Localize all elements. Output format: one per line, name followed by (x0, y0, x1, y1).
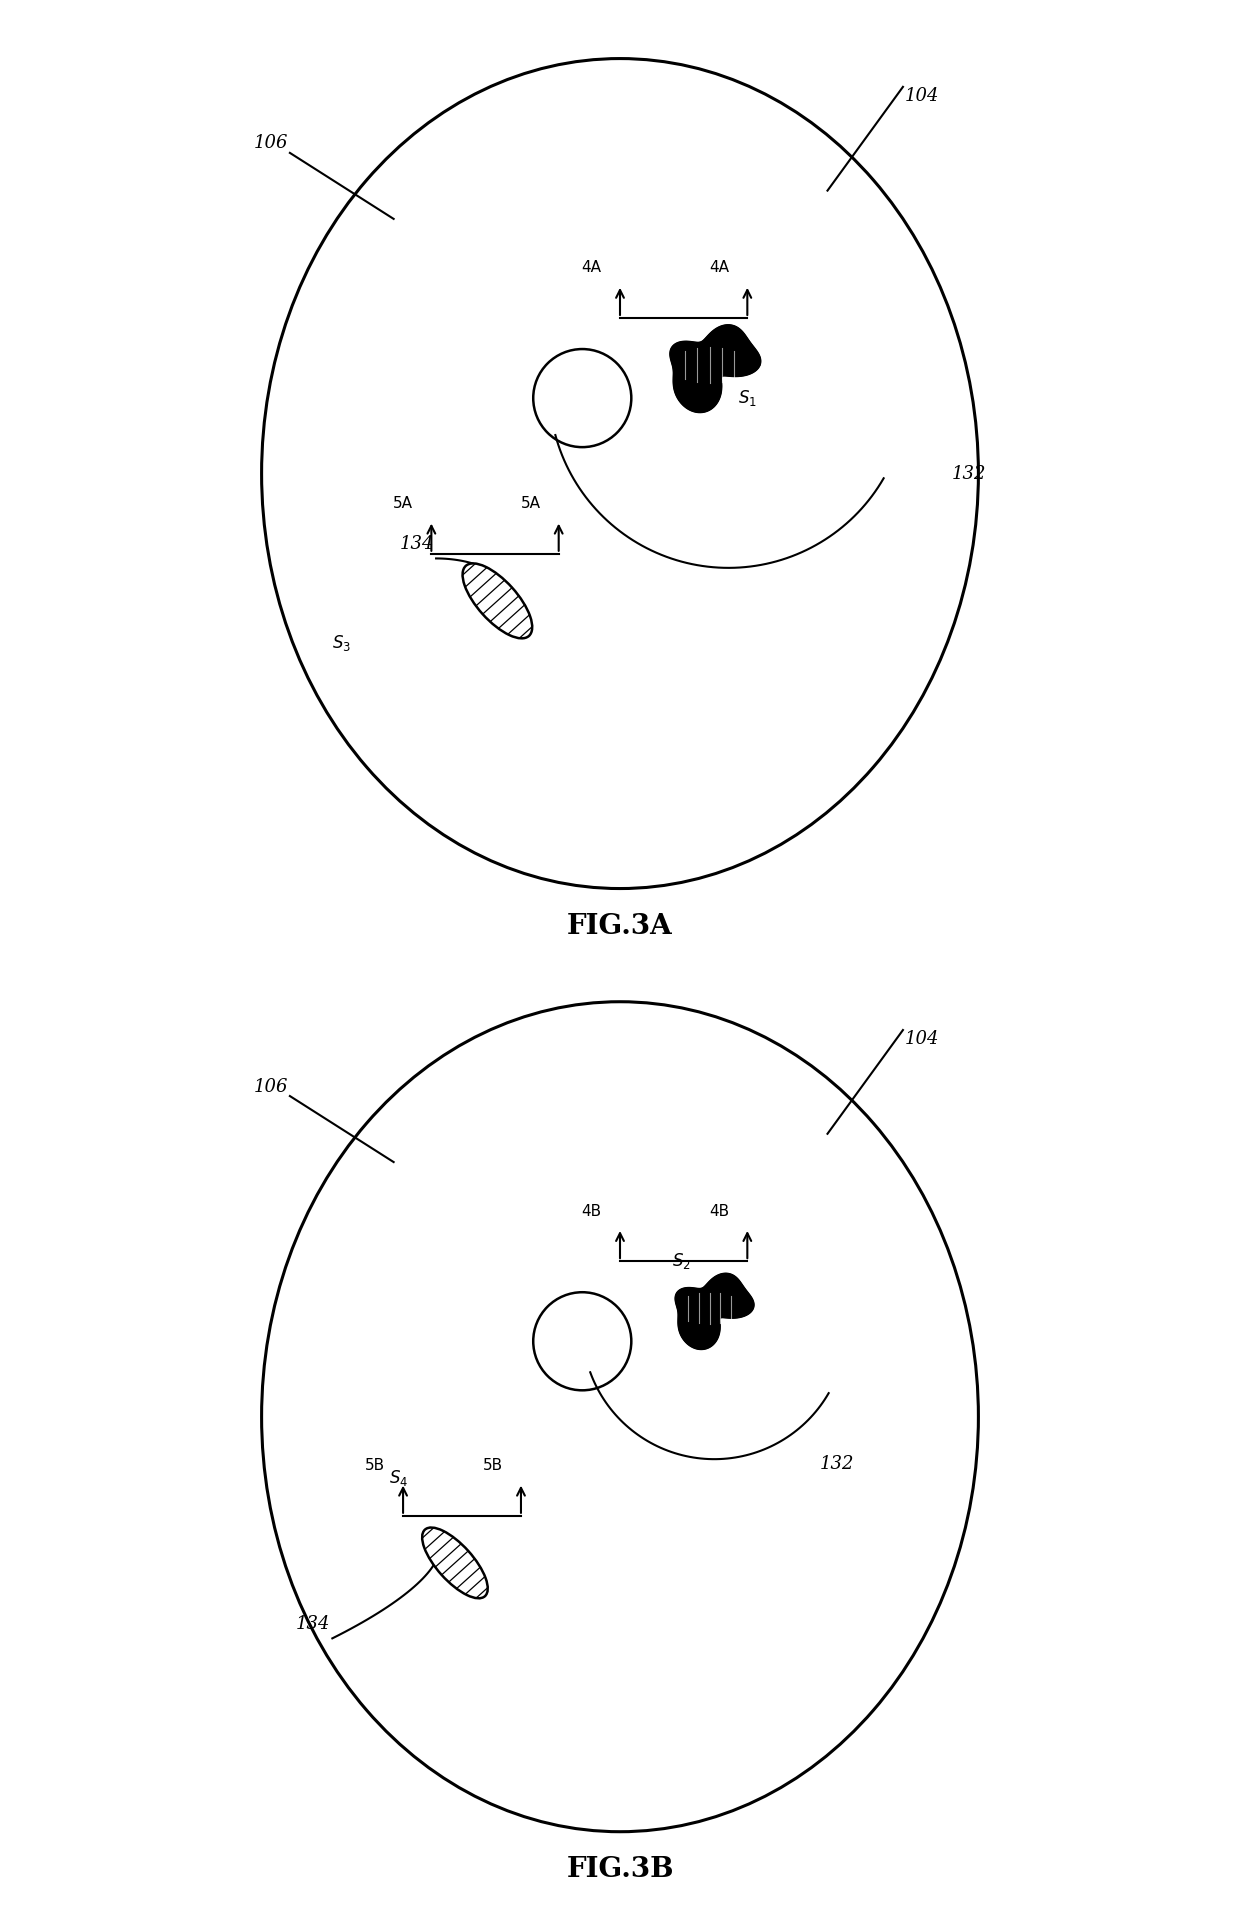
Text: 4A: 4A (709, 260, 729, 276)
Text: $S_4$: $S_4$ (389, 1467, 408, 1488)
Text: 134: 134 (296, 1616, 331, 1633)
Text: 5A: 5A (521, 495, 541, 511)
Text: $S_1$: $S_1$ (738, 388, 756, 409)
Text: 104: 104 (904, 1030, 939, 1049)
Text: 132: 132 (820, 1456, 854, 1473)
Ellipse shape (463, 563, 532, 638)
Text: 132: 132 (952, 465, 986, 482)
Polygon shape (670, 324, 761, 413)
Text: 106: 106 (254, 135, 288, 152)
Text: 5B: 5B (365, 1458, 384, 1473)
Text: 4B: 4B (582, 1203, 601, 1218)
Text: 106: 106 (254, 1078, 288, 1095)
Text: $S_2$: $S_2$ (672, 1251, 691, 1271)
Text: 4B: 4B (709, 1203, 729, 1218)
Text: 4A: 4A (582, 260, 601, 276)
Text: FIG.3B: FIG.3B (567, 1857, 673, 1884)
Text: 104: 104 (904, 87, 939, 106)
Text: 5B: 5B (482, 1458, 502, 1473)
Ellipse shape (422, 1527, 487, 1598)
Text: $S_3$: $S_3$ (332, 632, 351, 654)
Text: FIG.3A: FIG.3A (567, 912, 673, 939)
Polygon shape (675, 1272, 754, 1350)
Text: 134: 134 (401, 536, 434, 553)
Text: 5A: 5A (393, 495, 413, 511)
